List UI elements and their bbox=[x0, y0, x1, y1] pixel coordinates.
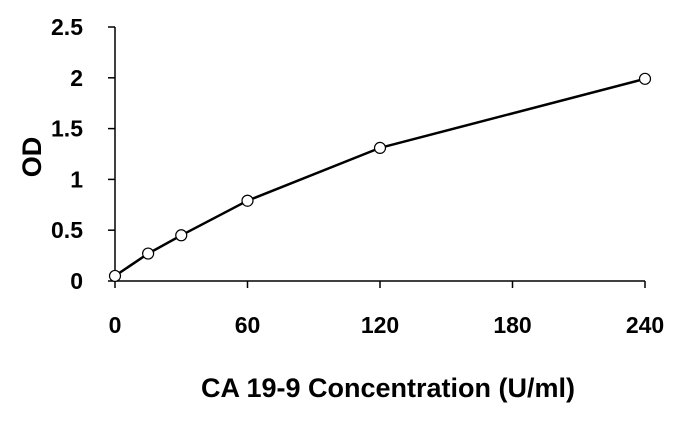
y-tick-label: 0 bbox=[70, 268, 83, 294]
y-tick-label: 2 bbox=[70, 65, 83, 91]
y-tick-label: 2.5 bbox=[51, 14, 83, 40]
data-points bbox=[108, 72, 652, 283]
data-point bbox=[638, 72, 652, 85]
series-line bbox=[114, 77, 646, 277]
x-tick-label: 60 bbox=[235, 312, 261, 338]
data-point bbox=[142, 247, 155, 260]
x-axis-title: CA 19-9 Concentration (U/ml) bbox=[201, 373, 575, 403]
x-tick-label: 240 bbox=[626, 312, 664, 338]
y-axis-title: OD bbox=[17, 137, 47, 178]
y-tick-label: 1 bbox=[70, 166, 83, 192]
data-point bbox=[373, 141, 387, 155]
y-ticks: 0 0.5 1 1.5 2 2.5 bbox=[51, 14, 115, 294]
y-tick-label: 0.5 bbox=[51, 217, 83, 243]
x-ticks: 0 60 120 180 240 bbox=[109, 281, 664, 338]
x-tick-label: 120 bbox=[361, 312, 399, 338]
data-point bbox=[175, 229, 188, 242]
x-tick-label: 0 bbox=[109, 312, 122, 338]
data-point bbox=[241, 194, 254, 207]
y-tick-label: 1.5 bbox=[51, 116, 83, 142]
series bbox=[108, 72, 652, 283]
data-point bbox=[108, 269, 122, 283]
x-tick-label: 180 bbox=[493, 312, 531, 338]
